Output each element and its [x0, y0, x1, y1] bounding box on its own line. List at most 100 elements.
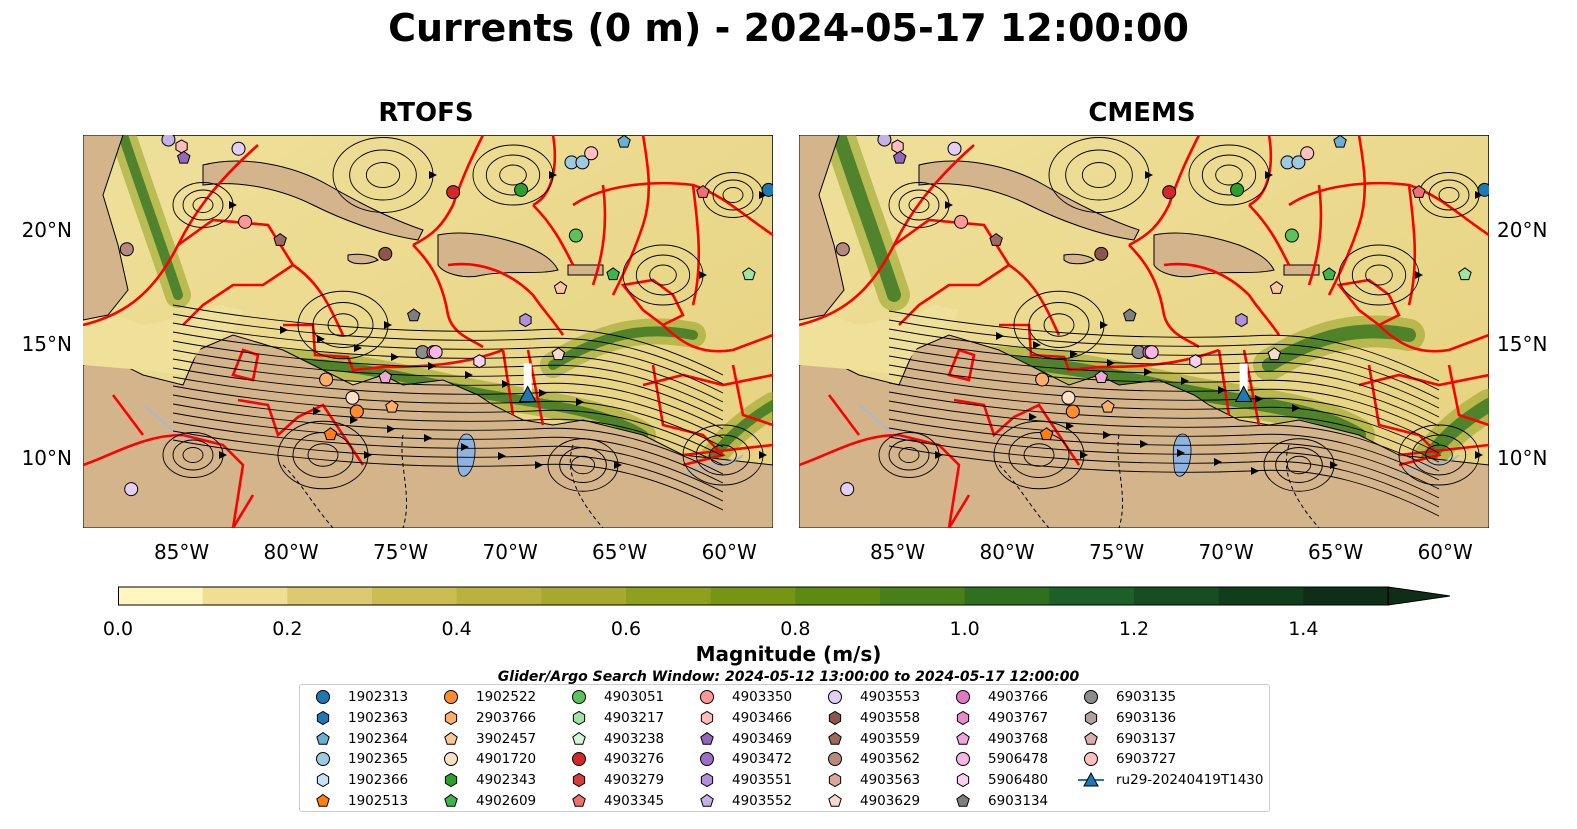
legend-marker-hexagon-icon: [572, 773, 586, 788]
float-marker-rtofs-3: [231, 141, 246, 156]
colorbar-segment-3: [372, 587, 458, 605]
legend-marker-triangle-line-icon: [1078, 772, 1104, 787]
legend-item-6903137: 6903137: [1078, 730, 1176, 748]
legend-marker-pentagon-icon: [572, 793, 586, 807]
colorbar-tick-2: 0.4: [441, 618, 472, 640]
legend-item-4903562: 4903562: [822, 750, 920, 768]
legend-item-4903553: 4903553: [822, 688, 920, 706]
float-marker-rtofs-15: [696, 185, 710, 198]
rtofs-lon-tick-2: 75°W: [372, 540, 429, 564]
legend-marker-pentagon-icon: [444, 731, 458, 745]
legend-item-4903558: 4903558: [822, 709, 920, 727]
legend-label: 1902313: [348, 689, 409, 705]
legend-marker-circle-icon: [828, 752, 842, 767]
legend-item-4903559: 4903559: [822, 730, 920, 748]
legend-item-4903217: 4903217: [566, 709, 664, 727]
float-marker-rtofs-25: [473, 354, 486, 369]
float-marker-rtofs-2: [176, 150, 191, 164]
float-marker-rtofs-16: [568, 228, 583, 243]
legend-marker-pentagon-icon: [316, 793, 330, 807]
cmems-lon-tick-4: 65°W: [1308, 540, 1364, 564]
float-marker-cmems-33: [840, 482, 855, 497]
legend-label: 4903472: [732, 751, 793, 768]
legend-item-5906480: 5906480: [950, 771, 1048, 789]
rtofs-lat-tick-1: 15°N: [21, 332, 72, 357]
float-marker-rtofs-31: [385, 399, 399, 413]
colorbar-tick-4: 0.8: [780, 618, 811, 640]
legend-label: 1902513: [348, 793, 409, 809]
legend-label: 4902343: [476, 772, 537, 789]
float-marker-cmems-31: [1101, 399, 1115, 413]
panel-title-cmems: CMEMS: [1088, 98, 1196, 128]
float-marker-rtofs-0: [161, 135, 176, 147]
legend-label: 6903134: [988, 793, 1049, 809]
float-marker-cmems-24: [1144, 345, 1159, 360]
legend-label: 6903727: [1116, 751, 1177, 768]
legend-marker-circle-icon: [956, 690, 970, 704]
rtofs-lon-tick-1: 80°W: [263, 540, 319, 564]
legend-item-4902609: 4902609: [438, 792, 536, 810]
legend-item-3902457: 3902457: [438, 730, 536, 748]
legend-label: 4903563: [860, 772, 921, 789]
legend-item-4903279: 4903279: [566, 771, 664, 789]
cmems-lat-tick-0: 20°N: [1497, 217, 1548, 242]
cmems-lat-tick-2: 10°N: [1497, 446, 1548, 471]
legend-item-4903768: 4903768: [950, 730, 1048, 748]
legend-label: 4903767: [988, 709, 1049, 726]
colorbar-tick-7: 1.4: [1288, 618, 1319, 640]
legend-item-1902363: 1902363: [310, 709, 408, 727]
legend-label: 4903469: [732, 730, 793, 747]
legend-marker-pentagon-icon: [572, 731, 586, 745]
legend-item-4903276: 4903276: [566, 750, 664, 768]
rtofs-lon-tick-0: 85°W: [153, 540, 210, 564]
legend-item-1902366: 1902366: [310, 771, 408, 789]
legend-item-2903766: 2903766: [438, 709, 536, 727]
legend: 1902313 1902363 1902364 1902365 1902366 19025…: [299, 684, 1270, 812]
float-marker-rtofs-18: [742, 267, 756, 281]
legend-marker-hexagon-icon: [956, 773, 970, 788]
legend-marker-hexagon-icon: [828, 710, 842, 725]
legend-label: 4903552: [732, 793, 793, 809]
legend-item-4903551: 4903551: [694, 771, 792, 789]
legend-item-4903766: 4903766: [950, 688, 1048, 706]
legend-item-4903345: 4903345: [566, 792, 664, 810]
legend-item-6903727: 6903727: [1078, 750, 1176, 768]
float-marker-cmems-15: [1412, 185, 1426, 198]
legend-marker-circle-icon: [828, 690, 842, 704]
legend-label: 4903276: [604, 751, 665, 768]
colorbar-segment-10: [964, 587, 1050, 605]
float-marker-rtofs-13: [617, 135, 631, 148]
legend-marker-pentagon-icon: [700, 731, 714, 745]
legend-label: 5906480: [988, 772, 1049, 789]
colorbar-tick-0: 0.0: [102, 618, 134, 640]
legend-item-4903563: 4903563: [822, 771, 920, 789]
rtofs-lon-tick-4: 65°W: [592, 540, 648, 564]
legend-label: 4903562: [860, 751, 921, 768]
legend-item-4903051: 4903051: [566, 688, 664, 706]
colorbar-tick-5: 1.0: [949, 618, 980, 640]
legend-item-4901720: 4901720: [438, 750, 536, 768]
legend-label: 1902366: [348, 772, 409, 789]
float-marker-cmems-7: [1094, 246, 1109, 261]
legend-marker-pentagon-icon: [700, 793, 714, 807]
float-marker-rtofs-32: [323, 427, 338, 441]
float-marker-rtofs-33: [124, 482, 139, 497]
float-marker-cmems-21: [1235, 313, 1248, 328]
float-marker-cmems-17: [1322, 267, 1336, 281]
legend-label: 4903559: [860, 730, 921, 747]
float-marker-cmems-20: [1122, 308, 1137, 322]
float-marker-rtofs-30: [349, 404, 364, 419]
float-marker-cmems-26: [1267, 347, 1282, 361]
legend-label: 1902363: [348, 709, 409, 726]
float-marker-rtofs-20: [406, 308, 421, 322]
legend-marker-circle-icon: [316, 752, 330, 767]
colorbar-segment-12: [1134, 587, 1220, 605]
rtofs-lon-tick-5: 60°W: [701, 540, 757, 564]
float-marker-rtofs-1: [175, 139, 188, 154]
legend-marker-hexagon-icon: [572, 710, 586, 725]
float-marker-rtofs-21: [519, 313, 532, 328]
float-marker-cmems-5: [989, 232, 1003, 246]
colorbar-segment-11: [1049, 587, 1135, 605]
legend-marker-pentagon-icon: [316, 731, 330, 745]
legend-marker-circle-icon: [700, 690, 714, 704]
